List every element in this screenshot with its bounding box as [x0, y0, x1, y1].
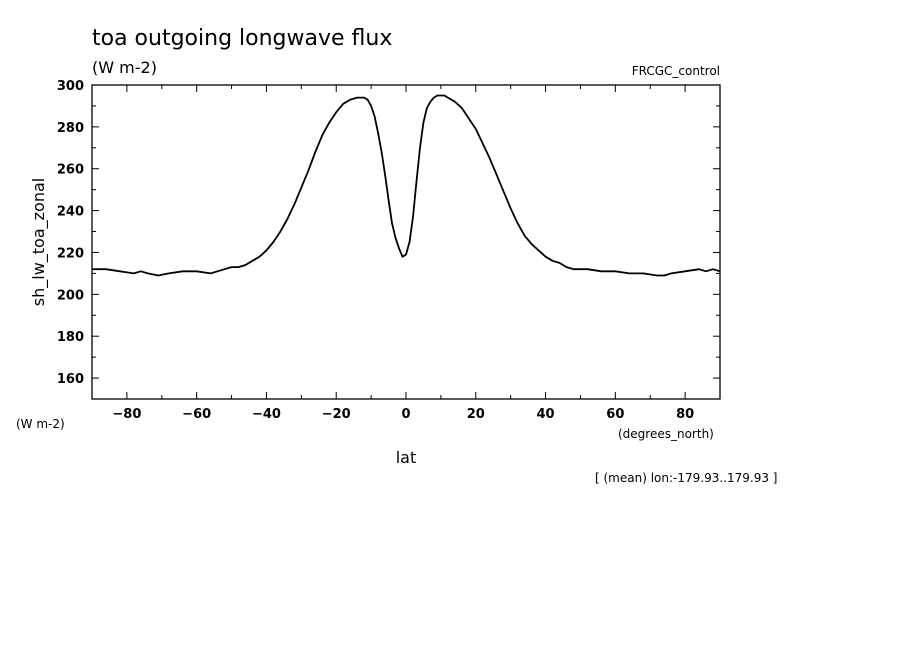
- y-tick-label: 200: [57, 288, 84, 303]
- x-tick-label: 40: [537, 407, 555, 422]
- x-tick-label: −20: [322, 407, 351, 422]
- x-tick-label: −80: [112, 407, 141, 422]
- y-tick-label: 180: [57, 330, 84, 345]
- axis-tick-labels: −80 −60 −40 −20 0 20 40 60 80 160 180 200 220 240 260 2…: [57, 79, 694, 422]
- x-tick-label: −40: [252, 407, 281, 422]
- dataset-label: FRCGC_control: [632, 64, 720, 78]
- x-tick-label: 80: [676, 407, 694, 422]
- x-tick-label: 0: [401, 407, 410, 422]
- y-tick-label: 300: [57, 79, 84, 94]
- y-tick-label: 240: [57, 205, 84, 220]
- x-axis-label: lat: [396, 448, 417, 467]
- chart-subtitle: (W m-2): [92, 58, 157, 77]
- x-tick-label: −60: [182, 407, 211, 422]
- y-tick-label: 260: [57, 163, 84, 178]
- y-tick-label: 220: [57, 246, 84, 261]
- plot-frame: [91, 84, 721, 400]
- x-tick-label: 20: [467, 407, 485, 422]
- y-axis-label: sh_lw_toa_zonal: [29, 178, 49, 306]
- y-tick-label: 280: [57, 121, 84, 136]
- y-axis-units: (W m-2): [16, 417, 65, 431]
- footnote: [ (mean) lon:-179.93..179.93 ]: [595, 471, 777, 485]
- x-tick-label: 60: [606, 407, 624, 422]
- y-tick-label: 160: [57, 372, 84, 387]
- x-axis-units: (degrees_north): [618, 427, 714, 441]
- series-line: [92, 94, 721, 277]
- chart-title: toa outgoing longwave flux: [92, 26, 392, 51]
- axis-ticks: [91, 84, 721, 400]
